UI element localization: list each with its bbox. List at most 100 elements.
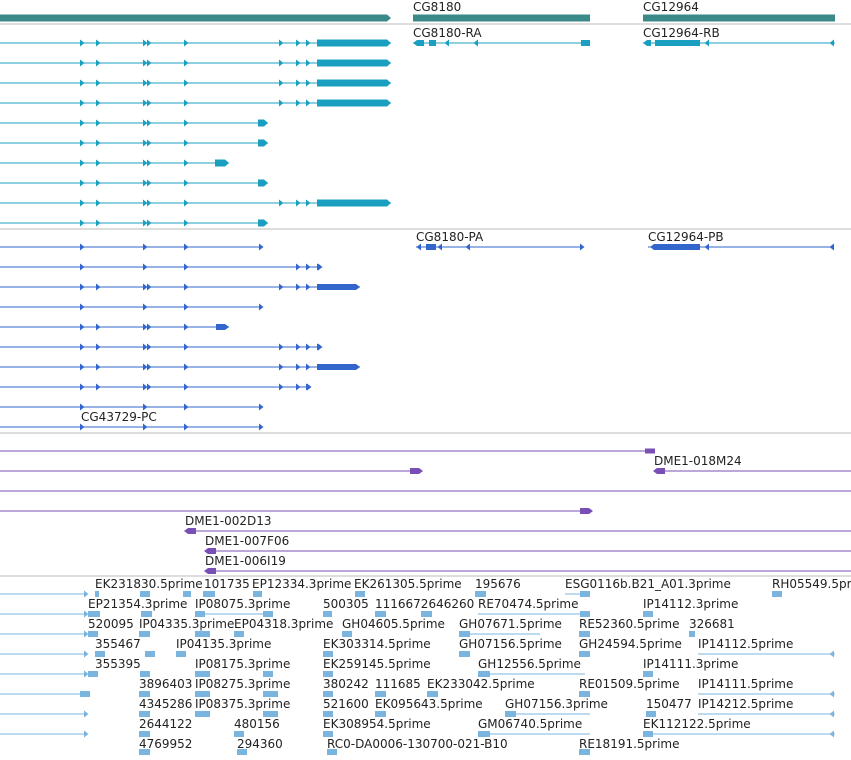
est-label[interactable]: RH05549.5prime [772,577,851,591]
est-label[interactable]: EP04318.3prime [234,617,334,631]
est-label[interactable]: 1116672646260 [375,597,475,611]
est-label[interactable]: IP14112.3prime [643,597,739,611]
est-label[interactable]: IP08175.3prime [195,657,291,671]
exon-block [459,651,470,657]
strand-arrow-right [184,383,189,391]
strand-arrow-right [96,199,101,207]
est-label[interactable]: IP04335.3prime [139,617,235,631]
est-label[interactable]: 294360 [237,737,283,751]
est-label[interactable]: GH04605.5prime [342,617,445,631]
exon-block-right [258,219,268,227]
est-label[interactable]: 355467 [95,637,141,651]
gene-label-cg12964[interactable]: CG12964 [643,0,699,14]
transcript-label-cg8180-ra[interactable]: CG8180-RA [413,26,482,40]
strand-arrow-right [296,59,301,67]
est-label[interactable]: RC0-DA0006-130700-021-B10 [327,737,508,751]
exon-block [234,731,244,737]
strand-arrow-right [80,403,85,411]
strand-arrow-right [80,343,85,351]
est-label[interactable]: IP14212.5prime [698,697,794,711]
exon-block-left [204,548,216,554]
est-label[interactable]: IP08375.3prime [195,697,291,711]
strand-arrow-right [143,303,148,311]
est-label[interactable]: EP12334.3prime [252,577,352,591]
est-label[interactable]: 326681 [689,617,735,631]
est-label[interactable]: 480156 [234,717,280,731]
est-label[interactable]: IP08275.3prime [195,677,291,691]
exon-block-left [643,40,651,46]
est-label[interactable]: IP14111.3prime [643,657,739,671]
est-label[interactable]: 195676 [475,577,521,591]
strand-arrow-right [296,283,301,291]
exon-block [263,671,273,677]
est-label[interactable]: EK233042.5prime [427,677,535,691]
est-label[interactable]: 520095 [88,617,134,631]
est-label[interactable]: IP14112.5prime [698,637,794,651]
exon-block [203,591,215,597]
est-label[interactable]: 111685 [375,677,421,691]
est-label[interactable]: EK308954.5prime [323,717,431,731]
est-label[interactable]: 3896403 [139,677,193,691]
exon-block [643,14,835,22]
est-label[interactable]: 521600 [323,697,369,711]
est-label[interactable]: EK261305.5prime [354,577,462,591]
exon-block [95,651,105,657]
est-label[interactable]: ESG0116b.B21_A01.3prime [565,577,731,591]
est-label[interactable]: 4345286 [139,697,193,711]
transcript-label-cg12964-rb[interactable]: CG12964-RB [643,26,720,40]
gene-label-cg8180[interactable]: CG8180 [413,0,462,14]
exon-block-right [317,99,391,107]
est-label[interactable]: 150477 [646,697,692,711]
est-label[interactable]: RE01509.5prime [579,677,680,691]
est-label[interactable]: RE52360.5prime [579,617,680,631]
est-label[interactable]: GM06740.5prime [478,717,583,731]
protein-label-cg43729-pc[interactable]: CG43729-PC [81,410,157,424]
est-label[interactable]: EP21354.3prime [88,597,188,611]
est-label[interactable]: IP08075.3prime [195,597,291,611]
strand-arrow-right [184,423,189,431]
exon-block [427,691,438,697]
est-label[interactable]: 4769952 [139,737,193,751]
exon-block [579,749,590,755]
est-label[interactable]: GH12556.5prime [478,657,581,671]
strand-arrow-left [473,39,478,47]
est-label[interactable]: RE70474.5prime [478,597,579,611]
strand-arrow-right [143,139,148,147]
est-label[interactable]: EK231830.5prime [95,577,203,591]
est-label[interactable]: 101735 [204,577,250,591]
protein-label-cg12964-pb[interactable]: CG12964-PB [648,230,724,244]
est-label[interactable]: 2644122 [139,717,193,731]
est-label[interactable]: GH07156.3prime [505,697,608,711]
strand-arrow-right [84,730,89,738]
exon-block [643,671,653,677]
exon-block-right [580,508,593,514]
est-label[interactable]: IP04135.3prime [176,637,272,651]
est-label[interactable]: EK095643.5prime [375,697,483,711]
clone-label-dme1-002d13[interactable]: DME1-002D13 [185,514,272,528]
est-label[interactable]: IP14111.5prime [698,677,794,691]
strand-arrow-right [80,59,85,67]
est-label[interactable]: RE18191.5prime [579,737,680,751]
strand-arrow-right [147,219,152,227]
est-label[interactable]: 500305 [323,597,369,611]
exon-block [475,591,486,597]
clone-label-dme1-018m24[interactable]: DME1-018M24 [654,454,742,468]
est-label[interactable]: EK112122.5prime [643,717,751,731]
protein-label-cg8180-pa[interactable]: CG8180-PA [416,230,484,244]
strand-arrow-right [80,423,85,431]
clone-label-dme1-007f06[interactable]: DME1-007F06 [205,534,290,548]
strand-arrow-right [184,39,189,47]
est-label[interactable]: 355395 [95,657,141,671]
est-label[interactable]: EK303314.5prime [323,637,431,651]
strand-arrow-right [80,263,85,271]
exon-block [413,14,590,22]
est-label[interactable]: GH24594.5prime [579,637,682,651]
strand-arrow-right [143,343,148,351]
strand-arrow-right [96,99,101,107]
est-label[interactable]: EK259145.5prime [323,657,431,671]
est-label[interactable]: 380242 [323,677,369,691]
est-label[interactable]: GH07671.5prime [459,617,562,631]
strand-arrow-left [829,690,834,698]
clone-label-dme1-006i19[interactable]: DME1-006I19 [205,554,286,568]
est-label[interactable]: GH07156.5prime [459,637,562,651]
